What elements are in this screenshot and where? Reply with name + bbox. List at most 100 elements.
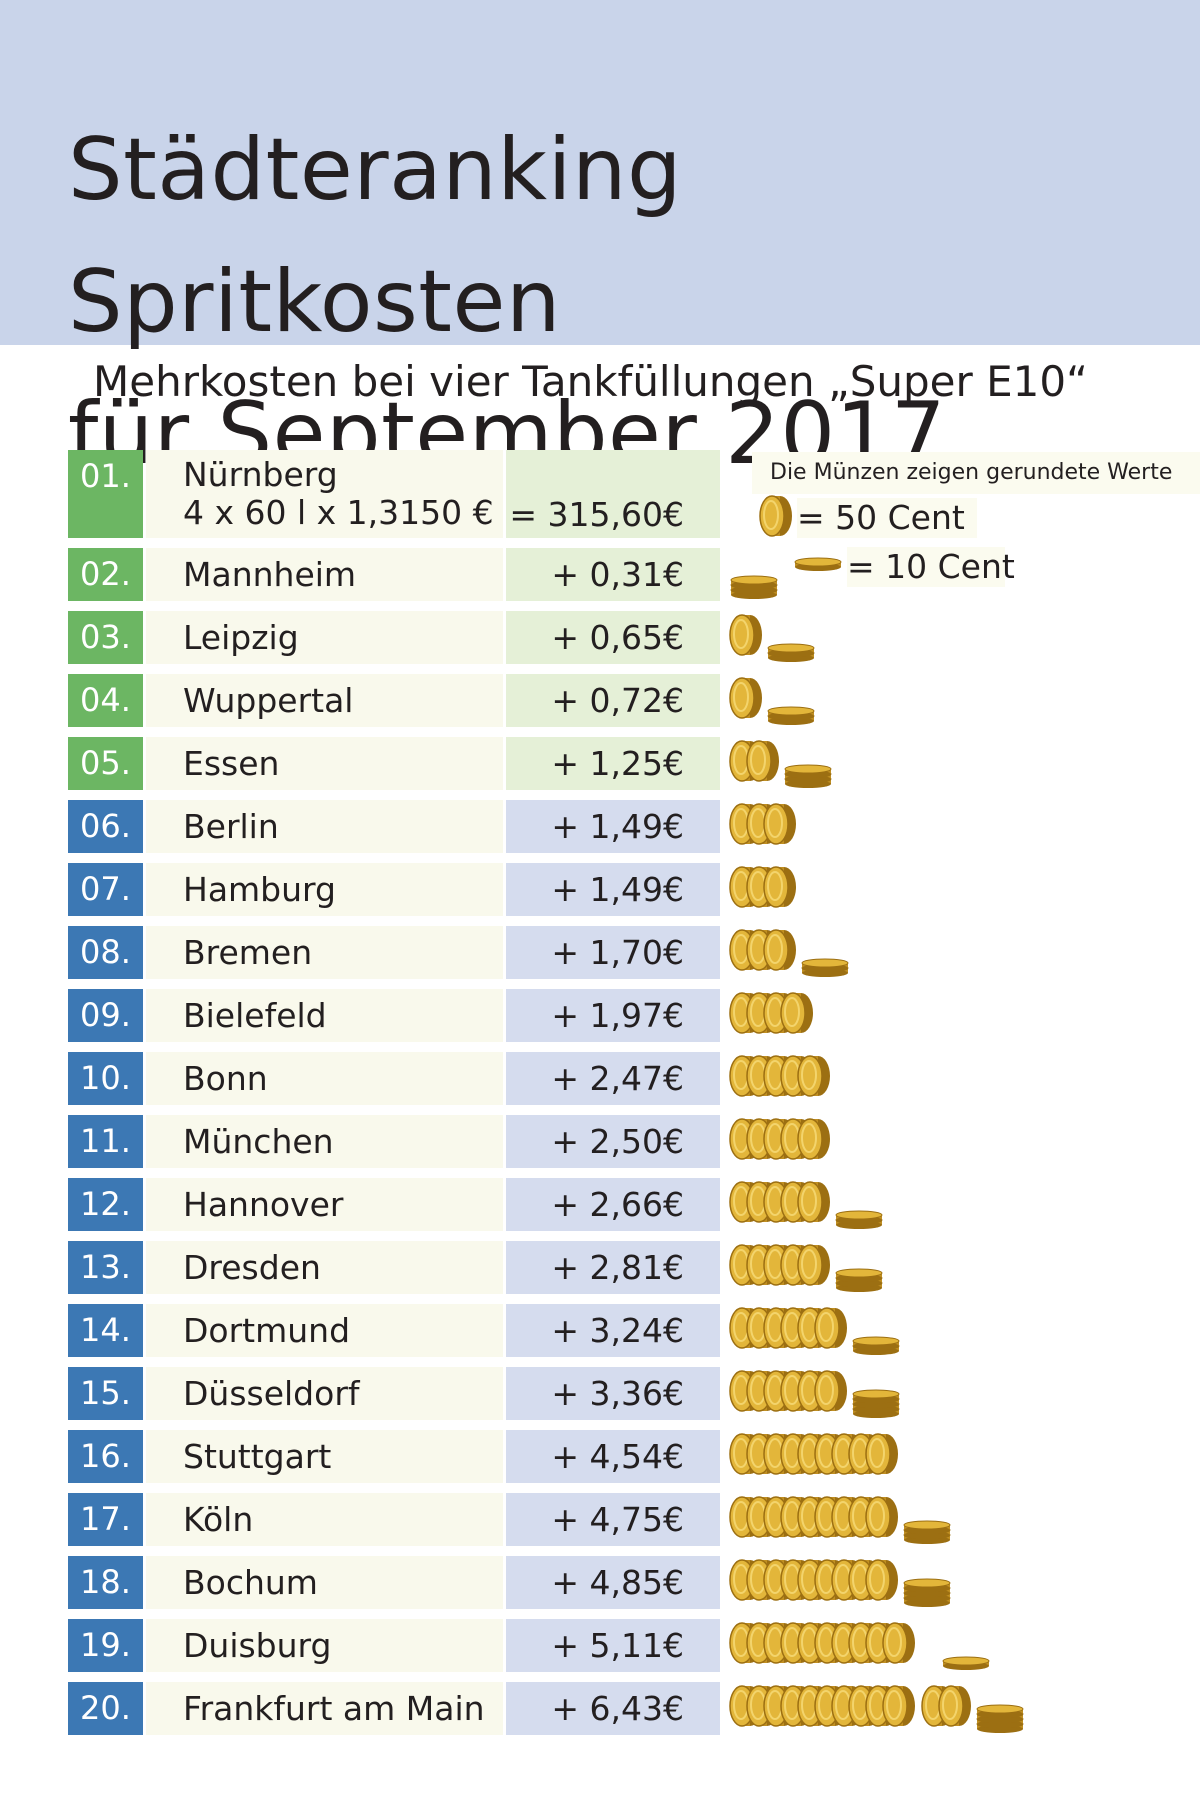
table-row: 16. Stuttgart + 4,54€ bbox=[0, 1430, 1200, 1483]
table-row: 07. Hamburg + 1,49€ bbox=[0, 863, 1200, 916]
rank-badge: 13. bbox=[68, 1241, 143, 1294]
coin-bar bbox=[729, 1559, 951, 1607]
table-row: 15. Düsseldorf + 3,36€ bbox=[0, 1367, 1200, 1420]
table-row: 08. Bremen + 1,70€ bbox=[0, 926, 1200, 979]
rank-badge: 15. bbox=[68, 1367, 143, 1420]
extra-cost-value: + 0,31€ bbox=[506, 548, 720, 601]
city-name: Essen bbox=[146, 737, 503, 790]
coin-10 bbox=[852, 1336, 900, 1350]
rank-badge: 18. bbox=[68, 1556, 143, 1609]
coin-10 bbox=[942, 1656, 990, 1670]
coin-50 bbox=[763, 929, 796, 971]
rank-badge: 07. bbox=[68, 863, 143, 916]
city-name: Bielefeld bbox=[146, 989, 503, 1042]
city-name: Frankfurt am Main bbox=[146, 1682, 503, 1735]
base-formula: 4 x 60 l x 1,3150 € bbox=[183, 493, 494, 532]
base-city-name: Nürnberg bbox=[183, 455, 338, 494]
coin-50 bbox=[797, 1055, 830, 1097]
rank-badge-base: 01. bbox=[68, 450, 143, 538]
extra-cost-value: + 3,24€ bbox=[506, 1304, 720, 1357]
base-city-cell: Nürnberg 4 x 60 l x 1,3150 € bbox=[146, 450, 503, 538]
extra-cost-value: + 1,49€ bbox=[506, 863, 720, 916]
rank-badge: 05. bbox=[68, 737, 143, 790]
extra-cost-value: + 2,81€ bbox=[506, 1241, 720, 1294]
extra-cost-value: + 4,85€ bbox=[506, 1556, 720, 1609]
extra-cost-value: + 0,72€ bbox=[506, 674, 720, 727]
extra-cost-value: + 4,54€ bbox=[506, 1430, 720, 1483]
city-name: Stuttgart bbox=[146, 1430, 503, 1483]
extra-cost-value: + 2,66€ bbox=[506, 1178, 720, 1231]
table-row: 09. Bielefeld + 1,97€ bbox=[0, 989, 1200, 1042]
rank-badge: 09. bbox=[68, 989, 143, 1042]
coin-bar bbox=[729, 1622, 990, 1670]
coin-bar bbox=[729, 929, 849, 977]
rank-badge: 02. bbox=[68, 548, 143, 601]
rank-badge: 19. bbox=[68, 1619, 143, 1672]
extra-cost-value: + 5,11€ bbox=[506, 1619, 720, 1672]
page-subtitle: Mehrkosten bei vier Tankfüllungen „Super… bbox=[93, 357, 1088, 406]
extra-cost-value: + 2,47€ bbox=[506, 1052, 720, 1105]
city-name: Mannheim bbox=[146, 548, 503, 601]
coin-bar bbox=[729, 803, 796, 845]
table-row: 20. Frankfurt am Main + 6,43€ bbox=[0, 1682, 1200, 1735]
rank-badge: 04. bbox=[68, 674, 143, 727]
extra-cost-value: + 2,50€ bbox=[506, 1115, 720, 1168]
coin-10 bbox=[976, 1704, 1024, 1718]
table-row: 10. Bonn + 2,47€ bbox=[0, 1052, 1200, 1105]
extra-cost-value: + 0,65€ bbox=[506, 611, 720, 664]
base-total: = 315,60€ bbox=[506, 450, 720, 538]
coin-10 bbox=[852, 1389, 900, 1403]
extra-cost-value: + 6,43€ bbox=[506, 1682, 720, 1735]
city-name: Bonn bbox=[146, 1052, 503, 1105]
city-name: München bbox=[146, 1115, 503, 1168]
table-row: 13. Dresden + 2,81€ bbox=[0, 1241, 1200, 1294]
table-row: 03. Leipzig + 0,65€ bbox=[0, 611, 1200, 664]
coin-50 bbox=[865, 1433, 898, 1475]
coin-50 bbox=[938, 1685, 971, 1727]
table-row: 06. Berlin + 1,49€ bbox=[0, 800, 1200, 853]
table-row: 05. Essen + 1,25€ bbox=[0, 737, 1200, 790]
coin-10 bbox=[784, 764, 832, 778]
rank-badge: 20. bbox=[68, 1682, 143, 1735]
legend: Die Münzen zeigen gerundete Werte = 50 C… bbox=[752, 452, 1200, 587]
coin-bar bbox=[729, 992, 813, 1034]
city-name: Bremen bbox=[146, 926, 503, 979]
table-row: 14. Dortmund + 3,24€ bbox=[0, 1304, 1200, 1357]
coin-10-icon bbox=[794, 557, 842, 571]
city-name: Leipzig bbox=[146, 611, 503, 664]
page-title: Städteranking Spritkosten für September … bbox=[68, 120, 947, 484]
coin-50 bbox=[882, 1685, 915, 1727]
coin-50 bbox=[780, 992, 813, 1034]
extra-cost-value: + 1,70€ bbox=[506, 926, 720, 979]
table-row: 12. Hannover + 2,66€ bbox=[0, 1178, 1200, 1231]
coin-bar bbox=[729, 1433, 898, 1475]
coin-50 bbox=[797, 1244, 830, 1286]
city-name: Hamburg bbox=[146, 863, 503, 916]
table-row: 19. Duisburg + 5,11€ bbox=[0, 1619, 1200, 1672]
coin-50 bbox=[814, 1370, 847, 1412]
coin-bar bbox=[729, 1181, 883, 1229]
table-row: 02. Mannheim + 0,31€ bbox=[0, 548, 1200, 601]
coin-10 bbox=[835, 1268, 883, 1282]
coin-bar bbox=[729, 1370, 900, 1418]
coin-bar bbox=[730, 575, 778, 599]
coin-bar bbox=[729, 1244, 883, 1292]
rank-badge: 11. bbox=[68, 1115, 143, 1168]
coin-bar bbox=[729, 1307, 900, 1355]
rank-badge: 14. bbox=[68, 1304, 143, 1357]
table-row: 18. Bochum + 4,85€ bbox=[0, 1556, 1200, 1609]
header-banner: Städteranking Spritkosten für September … bbox=[0, 0, 1200, 484]
coin-50 bbox=[882, 1622, 915, 1664]
rank-badge: 16. bbox=[68, 1430, 143, 1483]
rank-badge: 17. bbox=[68, 1493, 143, 1546]
coin-50 bbox=[814, 1307, 847, 1349]
coin-50 bbox=[865, 1559, 898, 1601]
extra-cost-value: + 4,75€ bbox=[506, 1493, 720, 1546]
coin-50-icon bbox=[759, 495, 792, 537]
coin-10 bbox=[903, 1520, 951, 1534]
coin-bar bbox=[729, 740, 832, 788]
rank-badge: 06. bbox=[68, 800, 143, 853]
table-row: 04. Wuppertal + 0,72€ bbox=[0, 674, 1200, 727]
legend-note: Die Münzen zeigen gerundete Werte bbox=[752, 452, 1200, 494]
coin-10 bbox=[801, 958, 849, 972]
